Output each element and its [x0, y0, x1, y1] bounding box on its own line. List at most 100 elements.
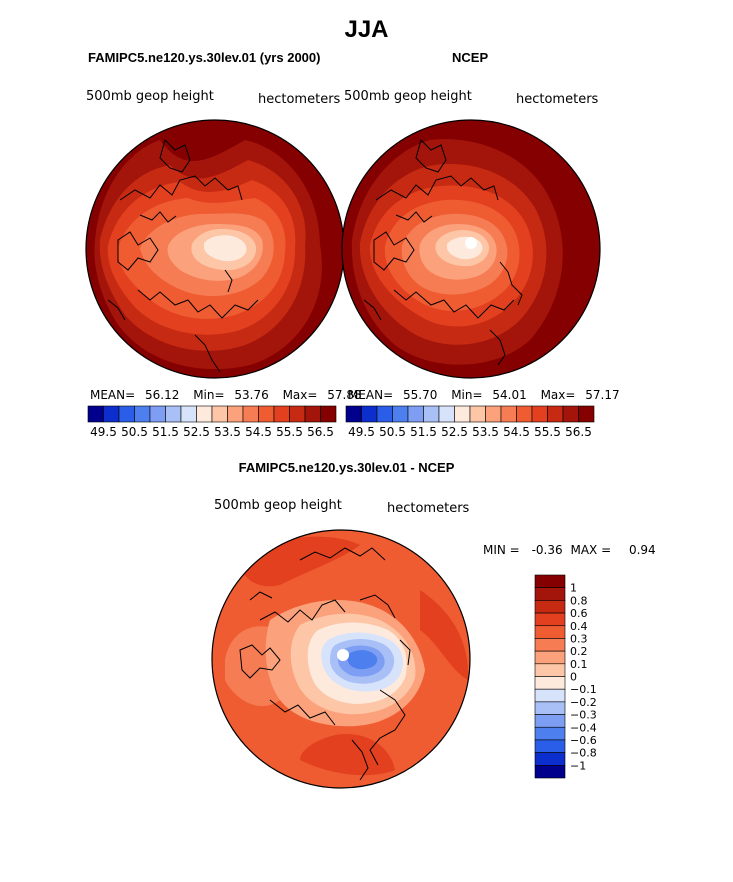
left-colorbar-swatch-6 [180, 405, 197, 423]
diff-colorbar-swatch-7 [534, 663, 566, 677]
left-colorbar-swatch-1 [103, 405, 120, 423]
right-colorbar-label-0: 49.5 [348, 425, 375, 439]
left-mean-value: 56.12 [145, 388, 180, 402]
left-colorbar-label-1: 50.5 [121, 425, 148, 439]
left-colorbar-label-6: 55.5 [276, 425, 303, 439]
diff-colorbar-swatch-5 [534, 638, 566, 652]
right-max-value: 57.17 [585, 388, 620, 402]
right-colorbar-label-5: 54.5 [503, 425, 530, 439]
diff-variable-label: 500mb geop height [214, 498, 342, 513]
left-variable-label: 500mb geop height [86, 89, 214, 104]
diff-colorbar-swatch-9 [534, 688, 566, 703]
diff-panel-title: FAMIPC5.ne120.ys.30lev.01 - NCEP [238, 460, 455, 475]
diff-colorbar-swatch-12 [534, 726, 566, 741]
diff-colorbar-swatch-6 [534, 650, 566, 665]
right-min-label: Min= [451, 388, 483, 402]
diff-max-label: MAX = [570, 543, 612, 557]
right-mean-value: 55.70 [403, 388, 438, 402]
left-polar-map [85, 119, 345, 379]
diff-colorbar: 10.80.60.40.30.20.10−0.1−0.2−0.3−0.4−0.6… [534, 574, 597, 779]
diff-min-value: -0.36 [531, 543, 563, 557]
left-colorbar-swatch-0 [87, 405, 104, 423]
diff-colorbar-swatch-10 [534, 701, 566, 715]
right-colorbar-label-7: 56.5 [565, 425, 592, 439]
right-mean-label: MEAN= [348, 388, 394, 402]
diff-colorbar-label-4: 0.3 [570, 632, 588, 645]
left-colorbar-swatch-10 [242, 405, 259, 423]
left-map-band-8 [204, 235, 247, 262]
right-colorbar-swatch-11 [516, 405, 533, 423]
left-colorbar-label-3: 52.5 [183, 425, 210, 439]
diff-units-label: hectometers [387, 501, 470, 516]
diff-colorbar-label-3: 0.4 [570, 620, 588, 633]
right-colorbar-swatch-14 [562, 405, 579, 423]
left-panel-title: FAMIPC5.ne120.ys.30lev.01 (yrs 2000) [88, 50, 321, 65]
right-colorbar-label-6: 55.5 [534, 425, 561, 439]
right-map-minimum [465, 237, 477, 249]
right-colorbar-label-1: 50.5 [379, 425, 406, 439]
left-mean-label: MEAN= [90, 388, 136, 402]
diff-colorbar-label-8: −0.1 [570, 683, 597, 696]
right-polar-map [341, 119, 601, 379]
right-panel-title: NCEP [452, 50, 489, 65]
diff-colorbar-label-7: 0 [570, 671, 577, 684]
diff-colorbar-swatch-11 [534, 714, 566, 728]
diff-min-label: MIN = [483, 543, 520, 557]
right-colorbar-label-3: 52.5 [441, 425, 468, 439]
left-units-label: hectometers [258, 92, 341, 107]
right-colorbar-label-4: 53.5 [472, 425, 499, 439]
diff-coastlines [239, 547, 411, 781]
left-colorbar-swatch-12 [273, 405, 290, 423]
left-colorbar-label-4: 53.5 [214, 425, 241, 439]
diff-colorbar-label-11: −0.4 [570, 721, 597, 734]
diff-colorbar-label-5: 0.2 [570, 645, 588, 658]
right-colorbar-swatch-3 [392, 405, 409, 423]
left-colorbar-swatch-9 [227, 405, 244, 423]
figure-title: JJA [344, 16, 389, 43]
left-colorbar-swatch-5 [165, 405, 182, 423]
right-colorbar-swatch-10 [500, 405, 517, 423]
right-variable-label: 500mb geop height [344, 89, 472, 104]
left-colorbar-swatch-3 [134, 405, 151, 423]
right-colorbar-swatch-7 [454, 405, 471, 423]
right-min-value: 54.01 [492, 388, 527, 402]
left-colorbar-swatch-8 [211, 405, 228, 423]
diff-colorbar-swatch-1 [534, 587, 566, 601]
diff-colorbar-swatch-3 [534, 612, 566, 627]
diff-colorbar-label-9: −0.2 [570, 696, 597, 709]
diff-colorbar-label-10: −0.3 [570, 709, 597, 722]
left-colorbar-label-5: 54.5 [245, 425, 272, 439]
diff-colorbar-swatch-13 [534, 739, 566, 753]
diff-map-outline [211, 529, 471, 789]
left-colorbar-label-0: 49.5 [90, 425, 117, 439]
diff-colorbar-swatch-2 [534, 600, 566, 614]
right-max-label: Max= [540, 388, 576, 402]
right-colorbar-swatch-6 [438, 405, 455, 423]
right-colorbar-swatch-8 [469, 405, 486, 423]
diff-polar-map [211, 529, 471, 789]
right-colorbar-swatch-13 [547, 405, 564, 423]
left-max-label: Max= [282, 388, 318, 402]
left-colorbar-swatch-13 [289, 405, 306, 423]
left-colorbar-label-2: 51.5 [152, 425, 179, 439]
diff-colorbar-swatch-8 [534, 676, 566, 690]
diff-colorbar-label-13: −0.8 [570, 747, 597, 760]
right-stats: MEAN= 55.70 Min= 54.01 Max= 57.17 [348, 388, 620, 402]
left-min-label: Min= [193, 388, 225, 402]
diff-colorbar-swatch-0 [534, 574, 566, 588]
right-units-label: hectometers [516, 92, 599, 107]
diff-colorbar-swatch-14 [534, 752, 566, 766]
left-colorbar-swatch-7 [196, 405, 213, 423]
left-colorbar-swatch-2 [118, 405, 135, 423]
right-colorbar-swatch-1 [361, 405, 378, 423]
right-colorbar-swatch-0 [345, 405, 362, 423]
diff-map-band-dark-south [300, 734, 395, 776]
right-colorbar-swatch-5 [423, 405, 440, 423]
left-colorbar-swatch-15 [320, 405, 337, 423]
diff-map-marker [337, 649, 349, 661]
diff-colorbar-label-6: 0.1 [570, 658, 588, 671]
right-map-outline [341, 119, 601, 379]
left-colorbar-swatch-4 [149, 405, 166, 423]
right-colorbar-swatch-2 [376, 405, 393, 423]
